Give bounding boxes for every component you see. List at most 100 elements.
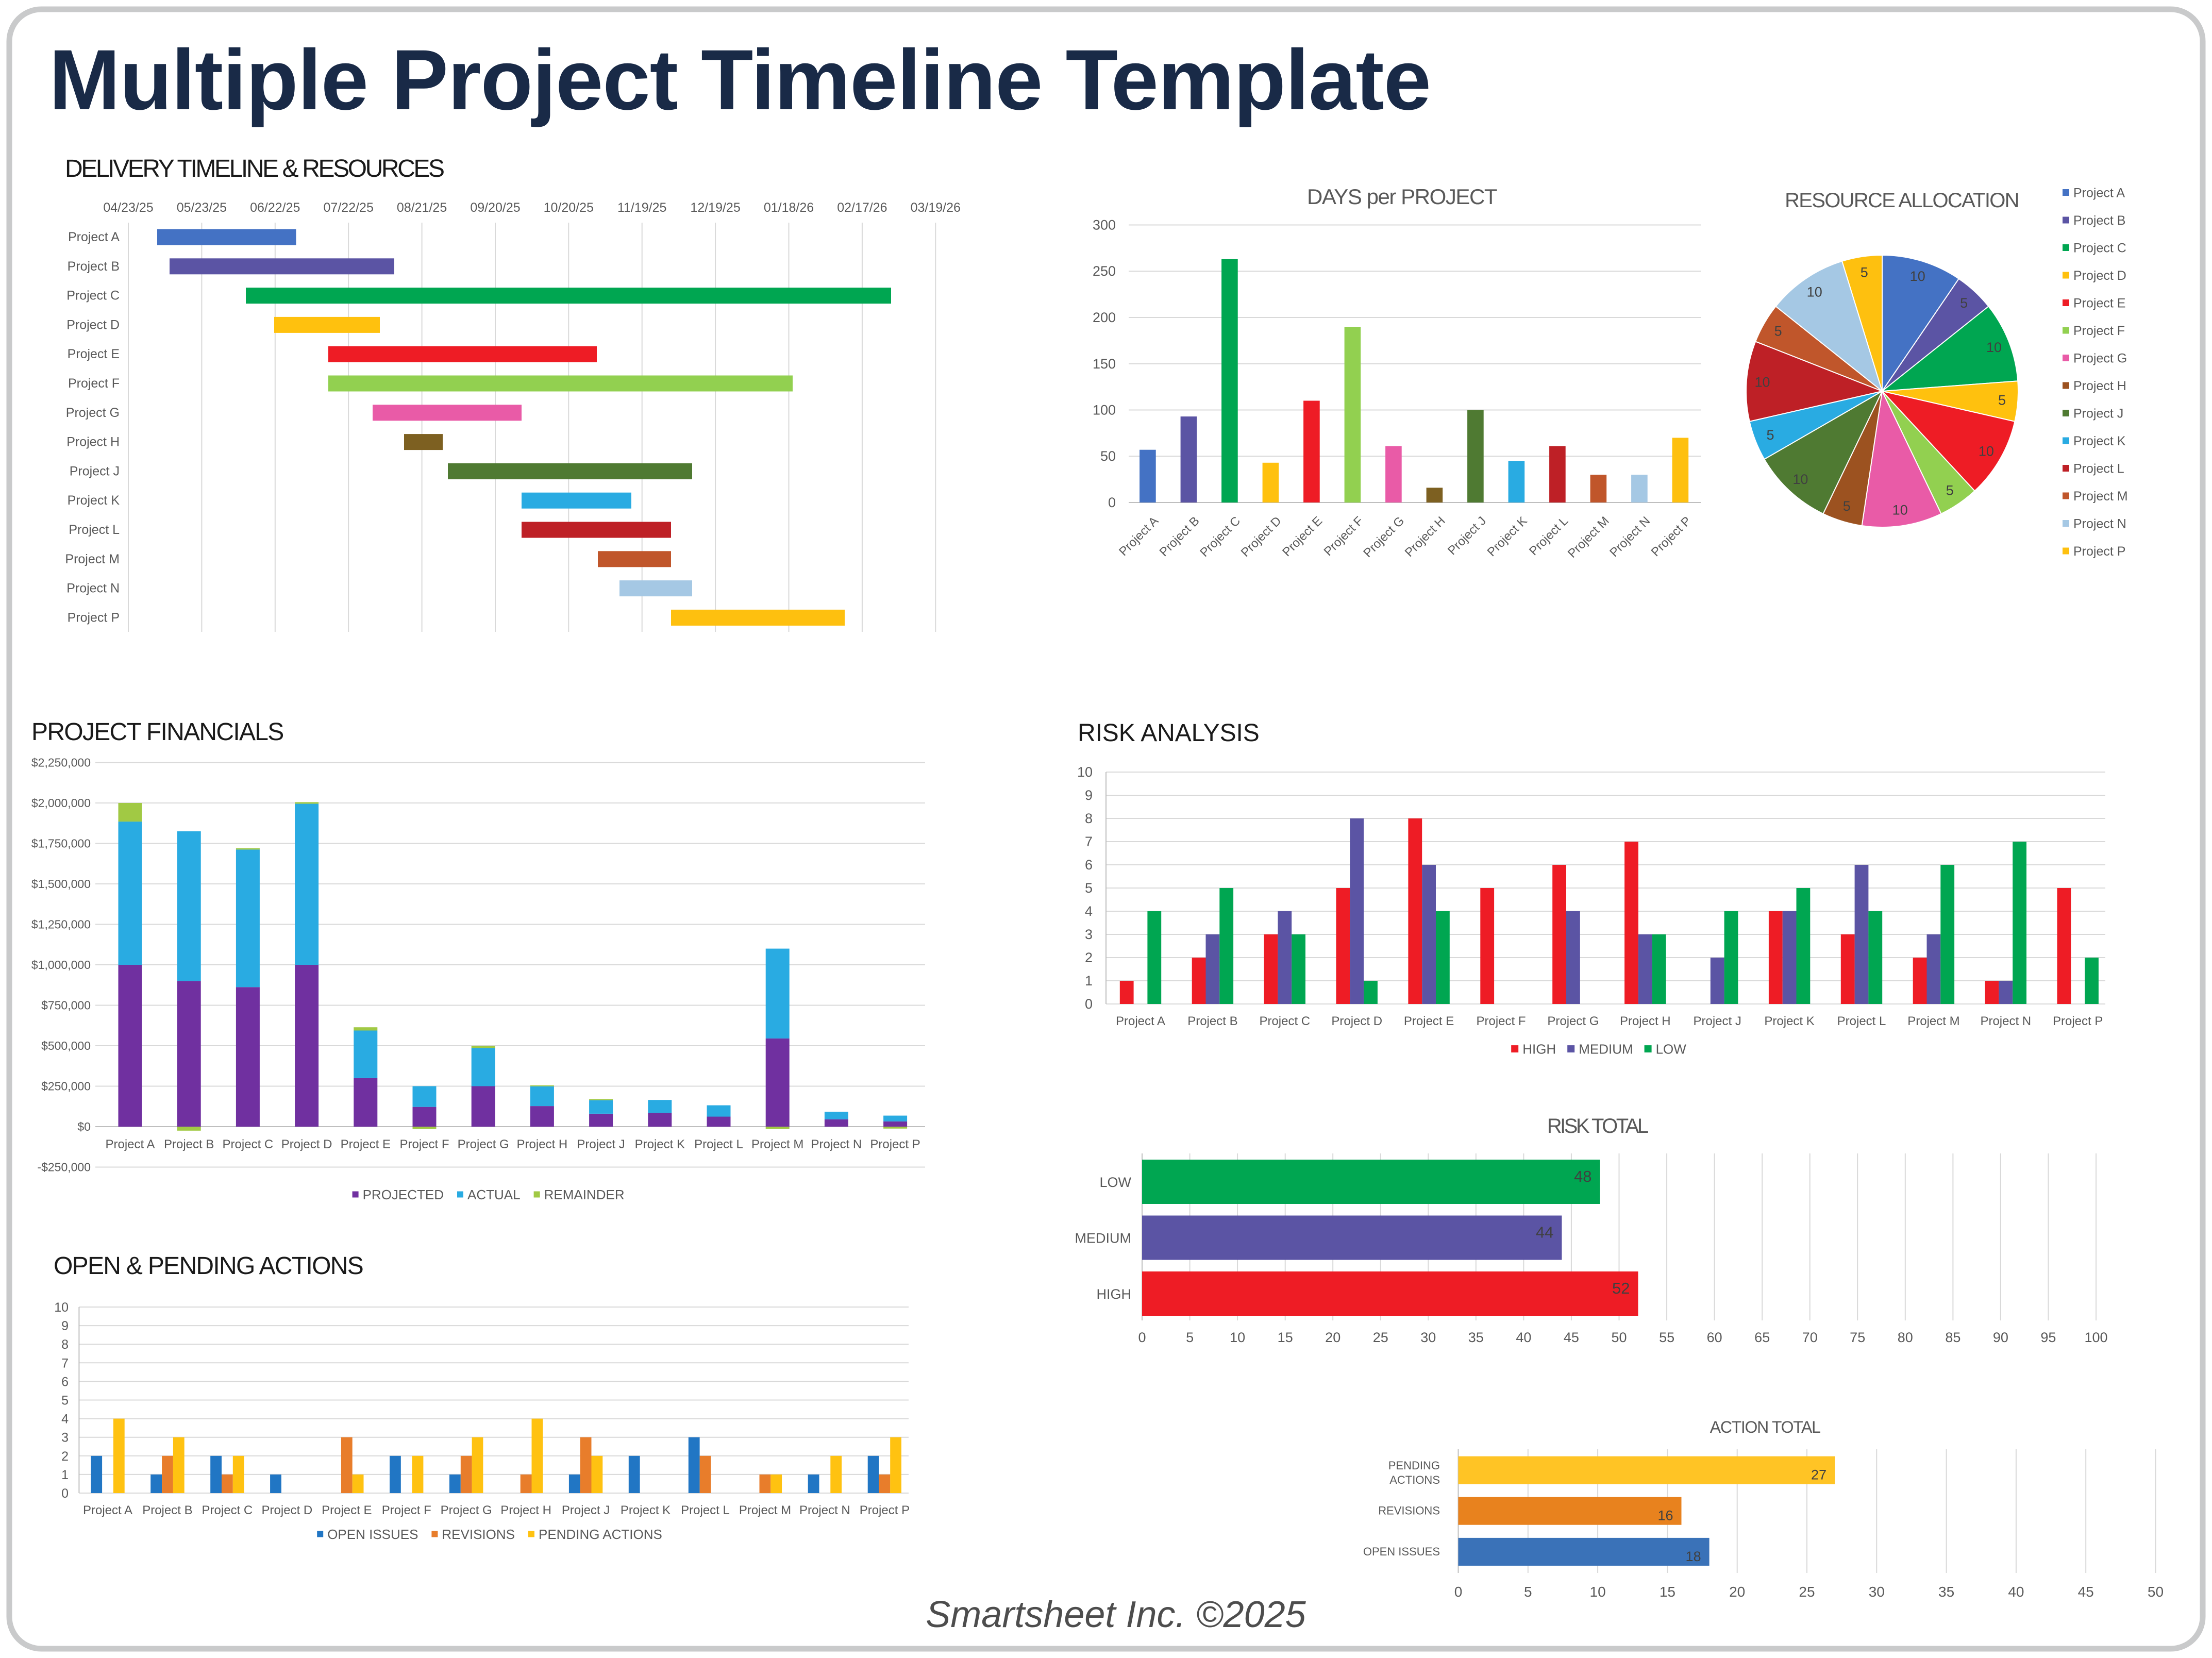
svg-text:25: 25 [1373,1330,1388,1345]
svg-text:Project D: Project D [281,1137,332,1151]
svg-text:Project E: Project E [1404,1014,1454,1028]
svg-text:Project P: Project P [68,610,120,625]
svg-text:Project N: Project N [66,581,120,596]
svg-text:Project H: Project H [2073,379,2126,393]
svg-text:5: 5 [1524,1584,1532,1600]
svg-text:10: 10 [1979,444,1994,459]
svg-text:Project N: Project N [1980,1014,2031,1028]
svg-text:30: 30 [1420,1330,1436,1345]
svg-text:$2,250,000: $2,250,000 [31,756,91,769]
svg-text:PENDING ACTIONS: PENDING ACTIONS [539,1527,662,1542]
svg-text:Project L: Project L [694,1137,743,1151]
svg-text:Project A: Project A [2073,186,2125,200]
svg-text:Project D: Project D [66,317,120,332]
svg-text:Project J: Project J [577,1137,625,1151]
svg-text:10: 10 [1590,1584,1606,1600]
svg-text:Project J: Project J [2073,407,2123,421]
svg-text:ACTIONS: ACTIONS [1389,1473,1440,1486]
svg-text:Project K: Project K [68,493,120,508]
svg-text:Project M: Project M [2073,489,2128,504]
svg-text:10: 10 [1792,472,1808,487]
svg-text:Project H: Project H [1620,1014,1671,1028]
svg-text:$1,000,000: $1,000,000 [31,958,91,972]
svg-text:Project L: Project L [2073,462,2124,476]
svg-text:10: 10 [54,1300,69,1315]
svg-text:Project C: Project C [223,1137,274,1151]
svg-text:OPEN & PENDING ACTIONS: OPEN & PENDING ACTIONS [54,1252,363,1280]
svg-text:15: 15 [1278,1330,1293,1345]
svg-text:Project G: Project G [441,1503,492,1517]
svg-text:Project F: Project F [382,1503,431,1517]
svg-text:35: 35 [1938,1584,1954,1600]
svg-text:PROJECT FINANCIALS: PROJECT FINANCIALS [31,718,283,746]
svg-text:Project H: Project H [66,435,120,449]
svg-text:50: 50 [1611,1330,1627,1345]
svg-text:100: 100 [1093,403,1116,418]
svg-text:9: 9 [61,1319,69,1333]
svg-text:Project G: Project G [66,406,120,420]
svg-text:0: 0 [1138,1330,1146,1345]
svg-text:Project G: Project G [1547,1014,1599,1028]
svg-text:90: 90 [1993,1330,2008,1345]
svg-text:27: 27 [1811,1467,1826,1483]
svg-text:5: 5 [1085,880,1093,896]
svg-text:5: 5 [61,1394,69,1408]
svg-text:03/19/26: 03/19/26 [911,200,961,215]
svg-text:70: 70 [1802,1330,1818,1345]
svg-text:0: 0 [61,1486,69,1501]
svg-text:Project N: Project N [799,1503,850,1517]
svg-text:1: 1 [61,1468,69,1482]
svg-text:10: 10 [1077,764,1093,780]
svg-text:08/21/25: 08/21/25 [397,200,447,215]
svg-text:Project M: Project M [1907,1014,1959,1028]
svg-text:10: 10 [1986,340,2002,355]
svg-text:7: 7 [61,1356,69,1370]
svg-text:Project F: Project F [1476,1014,1526,1028]
svg-text:01/18/26: 01/18/26 [764,200,814,215]
svg-text:Project P: Project P [870,1137,920,1151]
svg-text:$1,750,000: $1,750,000 [31,837,91,850]
svg-text:50: 50 [1100,448,1116,464]
svg-text:15: 15 [1660,1584,1675,1600]
svg-text:6: 6 [61,1375,69,1389]
svg-text:Project A: Project A [1116,1014,1165,1028]
svg-text:LOW: LOW [1656,1042,1687,1057]
svg-text:6: 6 [1085,857,1093,873]
svg-text:Project M: Project M [751,1137,803,1151]
svg-text:5: 5 [1766,427,1774,443]
svg-text:150: 150 [1093,356,1116,372]
svg-text:55: 55 [1659,1330,1674,1345]
svg-text:5: 5 [1843,498,1851,514]
svg-text:Project C: Project C [1259,1014,1310,1028]
svg-text:85: 85 [1945,1330,1960,1345]
svg-text:Project A: Project A [83,1503,132,1517]
svg-text:RESOURCE ALLOCATION: RESOURCE ALLOCATION [1785,189,2019,212]
svg-text:OPEN ISSUES: OPEN ISSUES [1363,1545,1440,1558]
svg-text:$500,000: $500,000 [41,1039,91,1052]
svg-text:Project M: Project M [739,1503,791,1517]
svg-text:Project F: Project F [399,1137,449,1151]
svg-text:20: 20 [1325,1330,1340,1345]
svg-text:3: 3 [61,1431,69,1445]
svg-text:40: 40 [1516,1330,1531,1345]
svg-text:4: 4 [1085,903,1093,919]
svg-text:25: 25 [1799,1584,1815,1600]
svg-text:Project K: Project K [635,1137,685,1151]
svg-text:8: 8 [61,1337,69,1352]
svg-text:Project B: Project B [68,259,120,274]
svg-text:10/20/25: 10/20/25 [544,200,594,215]
svg-text:Project G: Project G [2073,351,2127,366]
svg-text:09/20/25: 09/20/25 [470,200,520,215]
svg-text:$1,250,000: $1,250,000 [31,918,91,931]
svg-text:Project F: Project F [2073,324,2125,338]
svg-text:1: 1 [1085,973,1093,989]
svg-text:9: 9 [1085,788,1093,803]
svg-text:Project L: Project L [1837,1014,1886,1028]
svg-text:Project P: Project P [860,1503,910,1517]
svg-text:0: 0 [1454,1584,1463,1600]
svg-text:5: 5 [1946,483,1954,498]
svg-text:PENDING: PENDING [1388,1459,1440,1472]
svg-text:DELIVERY TIMELINE & RESOURCES: DELIVERY TIMELINE & RESOURCES [65,155,444,182]
svg-text:Project J: Project J [1694,1014,1741,1028]
svg-text:Project G: Project G [458,1137,509,1151]
